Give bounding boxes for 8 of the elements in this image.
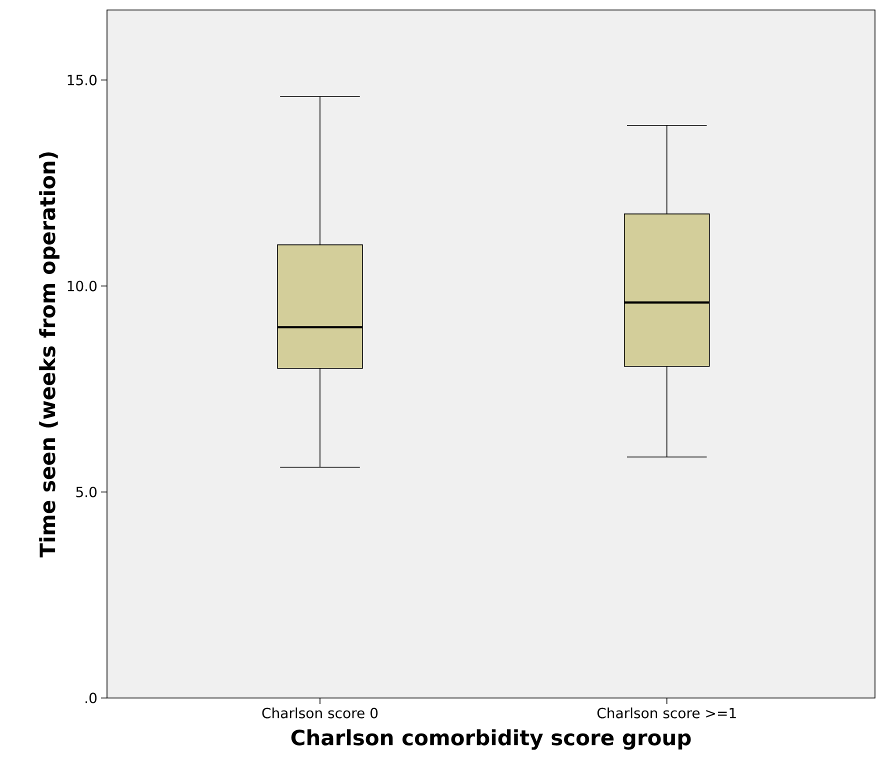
y-tick-label: 15.0: [68, 74, 97, 86]
y-tick-label: .0: [86, 692, 97, 704]
x-tick-label: Charlson score >=1: [597, 708, 736, 718]
y-tick-label: 10.0: [68, 280, 97, 292]
x-tick-label: Charlson score 0: [262, 708, 378, 718]
y-tick-label: 5.0: [76, 486, 97, 498]
x-axis-title: Charlson comorbidity score group: [291, 729, 691, 750]
y-axis-title: Time seen (weeks from operation): [39, 152, 60, 558]
